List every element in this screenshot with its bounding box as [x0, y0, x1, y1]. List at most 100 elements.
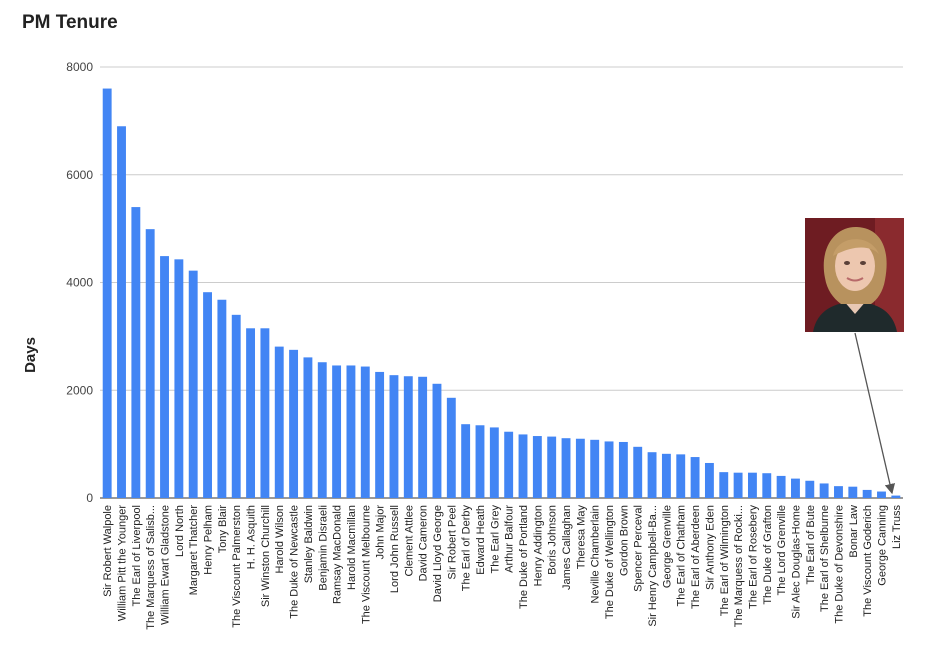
bar: [303, 357, 313, 498]
y-tick-label: 0: [86, 491, 93, 505]
bar: [403, 376, 413, 498]
y-tick-label: 4000: [66, 276, 93, 290]
x-tick-label: Sir Winston Churchill: [260, 505, 272, 607]
bar: [848, 486, 858, 498]
bar: [260, 328, 270, 498]
x-tick-label: Tony Blair: [217, 505, 229, 554]
x-tick-label: The Viscount Palmerston: [231, 505, 243, 628]
x-tick-label: H. H. Asquith: [246, 505, 258, 569]
x-tick-label: The Viscount Goderich: [862, 505, 874, 617]
x-tick-label: Sir Henry Campbell-Ba...: [647, 505, 659, 627]
x-tick-label: Spencer Perceval: [633, 505, 645, 592]
bar: [446, 397, 456, 498]
bar: [274, 346, 284, 498]
bar: [690, 457, 700, 498]
bar: [346, 365, 356, 498]
x-tick-label: William Ewart Gladstone: [160, 505, 172, 625]
bar: [618, 441, 628, 498]
bar: [704, 462, 714, 498]
bars: [102, 88, 901, 499]
bar: [676, 454, 686, 498]
bar: [805, 480, 815, 498]
bar: [389, 375, 399, 498]
x-tick-label: The Duke of Portland: [518, 505, 530, 609]
x-tick-label: Liz Truss: [891, 505, 903, 550]
bar: [160, 256, 169, 498]
category-labels: Sir Robert Walpole William Pitt the Young…: [102, 505, 903, 630]
x-tick-label: Sir Alec Douglas-Home: [790, 505, 802, 619]
x-tick-label: The Earl of Wilmington: [719, 505, 731, 616]
bar: [231, 314, 241, 498]
x-tick-label: Gordon Brown: [618, 505, 630, 576]
bar: [131, 207, 141, 498]
y-tick-label: 6000: [66, 168, 93, 182]
x-tick-label: The Duke of Grafton: [762, 505, 774, 605]
x-tick-label: The Earl of Bute: [805, 505, 817, 585]
x-tick-label: The Earl of Chatham: [676, 505, 688, 607]
bar: [561, 438, 571, 498]
bar: [834, 486, 843, 498]
bar: [733, 472, 743, 498]
x-tick-label: Boris Johnson: [547, 505, 559, 575]
bar: [461, 424, 471, 498]
x-tick-label: The Duke of Devonshire: [833, 505, 845, 624]
bar: [360, 366, 370, 498]
x-tick-label: John Major: [375, 505, 387, 560]
bar: [747, 472, 757, 498]
x-tick-label: David Lloyd George: [432, 505, 444, 602]
x-tick-label: William Pitt the Younger: [117, 505, 129, 622]
x-tick-label: Neville Chamberlain: [590, 505, 602, 603]
x-tick-label: Benjamin Disraeli: [317, 505, 329, 591]
bar: [432, 383, 442, 498]
bar: [575, 438, 585, 498]
bar: [289, 349, 299, 498]
x-tick-label: Sir Robert Peel: [446, 505, 458, 580]
bar: [317, 362, 327, 498]
bar: [547, 436, 557, 498]
x-tick-label: The Viscount Melbourne: [360, 505, 372, 624]
x-tick-label: Harold Macmillan: [346, 505, 358, 590]
x-tick-label: Stanley Baldwin: [303, 505, 315, 583]
bar: [590, 439, 600, 498]
x-tick-label: The Marquess of Rocki...: [733, 505, 745, 627]
portrait-illustration: [805, 218, 904, 332]
bar: [117, 126, 126, 498]
x-tick-label: George Canning: [876, 505, 888, 586]
bar: [647, 452, 657, 498]
x-tick-label: Bonar Law: [848, 505, 860, 558]
x-tick-label: George Grenville: [661, 505, 673, 588]
x-tick-label: Henry Pelham: [203, 505, 215, 575]
bar: [532, 436, 542, 498]
x-tick-label: The Earl of Liverpool: [131, 505, 143, 607]
y-tick-label: 2000: [66, 383, 93, 397]
bar: [877, 491, 886, 498]
bar: [518, 434, 528, 498]
x-tick-label: The Duke of Wellington: [604, 505, 616, 619]
callout-arrow: [854, 332, 896, 495]
bar: [891, 495, 901, 498]
bar: [246, 328, 256, 498]
y-tick-label: 8000: [66, 60, 93, 74]
bar: [776, 475, 786, 498]
x-tick-label: Edward Heath: [475, 505, 487, 575]
x-tick-label: The Earl of Derby: [461, 505, 473, 592]
x-tick-label: Harold Wilson: [274, 505, 286, 573]
x-tick-label: Margaret Thatcher: [188, 505, 200, 596]
bar: [504, 431, 514, 498]
bar: [862, 489, 872, 498]
x-tick-label: Lord North: [174, 505, 186, 557]
callout: [854, 332, 896, 495]
portrait-photo: [805, 218, 904, 332]
bar: [661, 453, 671, 498]
chart-title: PM Tenure: [22, 12, 118, 33]
x-tick-label: The Earl of Rosebery: [747, 505, 759, 609]
x-tick-label: Theresa May: [575, 505, 587, 570]
x-tick-label: Ramsay MacDonald: [332, 505, 344, 604]
bar: [145, 229, 155, 498]
bar: [217, 299, 227, 498]
x-tick-label: Clement Attlee: [403, 505, 415, 577]
x-tick-label: Henry Addington: [532, 505, 544, 586]
x-tick-label: The Lord Grenville: [776, 505, 788, 596]
bar: [475, 425, 485, 498]
